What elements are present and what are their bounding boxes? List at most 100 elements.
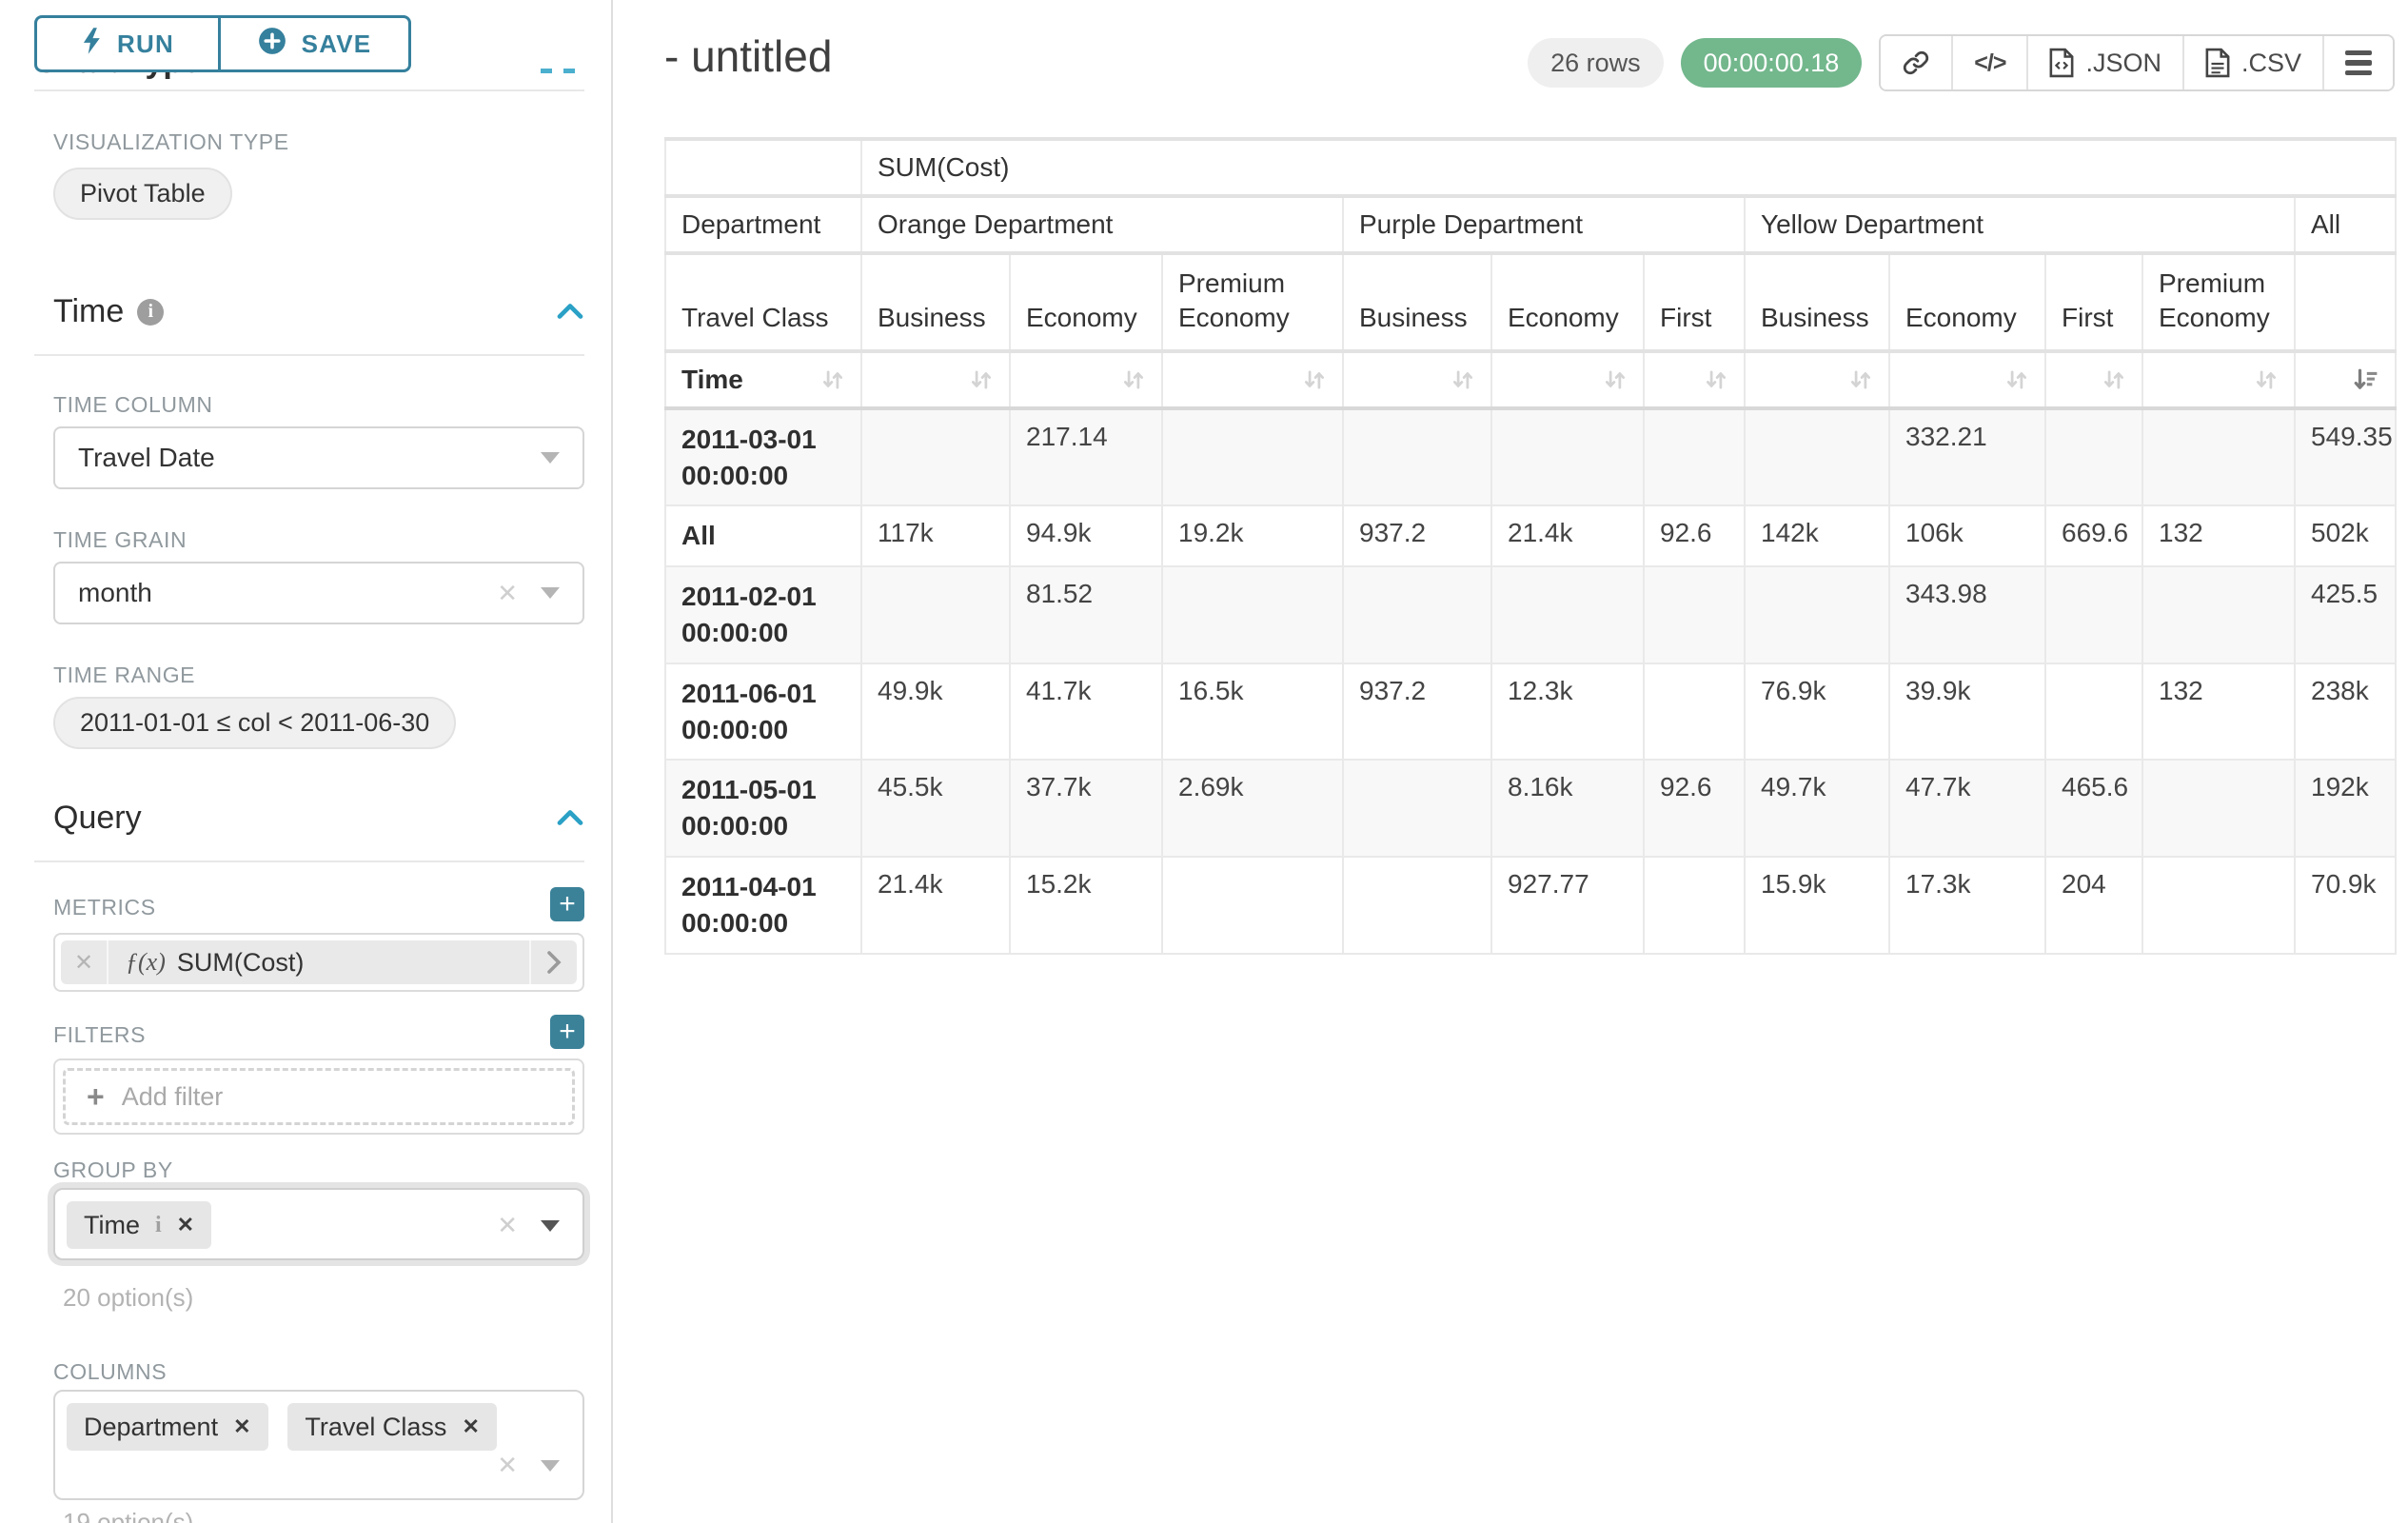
scrolled-chevron-fragment — [541, 69, 552, 73]
table-cell: 76.9k — [1744, 662, 1890, 762]
table-cell: 17.3k — [1888, 855, 2046, 955]
section-divider — [34, 354, 584, 356]
sort-header-cell — [1342, 349, 1492, 409]
code-icon: </> — [1974, 49, 2006, 76]
metrics-label: METRICS — [53, 895, 156, 920]
viz-type-row: Pivot Table — [53, 168, 584, 220]
table-cell: 332.21 — [1888, 406, 2046, 507]
view-query-button[interactable]: </> — [1953, 36, 2029, 89]
viz-type-label: VISUALIZATION TYPE — [53, 129, 289, 154]
clear-icon[interactable]: ✕ — [497, 1211, 518, 1239]
sort-icon[interactable] — [969, 367, 994, 392]
table-cell: 12.3k — [1490, 662, 1645, 762]
sort-icon[interactable] — [2254, 367, 2279, 392]
table-cell — [1490, 406, 1645, 507]
table-cell: 2.69k — [1161, 759, 1344, 858]
file-text-icon — [2205, 48, 2230, 78]
sort-header-row: Time — [664, 349, 2398, 409]
clear-icon[interactable]: ✕ — [497, 1451, 518, 1479]
remove-chip-icon[interactable]: ✕ — [233, 1414, 251, 1438]
pivot-table-container: SUM(Cost) Department Orange Department Purp… — [664, 137, 2398, 955]
columns-options-hint: 19 option(s) — [63, 1508, 194, 1523]
column-group-header: Yellow Department — [1744, 195, 2296, 254]
sort-icon[interactable] — [1704, 367, 1728, 392]
section-divider — [34, 860, 584, 862]
export-csv-button[interactable]: .CSV — [2183, 36, 2324, 89]
table-cell: 117k — [860, 504, 1011, 568]
metric-pill[interactable]: ✕ ƒ(x) SUM(Cost) — [61, 940, 577, 984]
chevron-up-icon[interactable] — [556, 293, 584, 330]
chevron-up-icon[interactable] — [556, 800, 584, 837]
table-row: 2011-03-01 00:00:00 217.14 332.21 549.35 — [664, 406, 2398, 507]
query-section-header[interactable]: Query — [53, 800, 584, 837]
add-filter-button[interactable]: + Add filter — [63, 1068, 575, 1125]
time-grain-select[interactable]: month ✕ — [53, 562, 584, 624]
table-cell — [1342, 406, 1492, 507]
sort-icon[interactable] — [2102, 367, 2126, 392]
table-cell: 16.5k — [1161, 662, 1344, 762]
menu-button[interactable] — [2324, 36, 2393, 89]
filters-label: FILTERS — [53, 1022, 147, 1047]
table-cell: 937.2 — [1342, 662, 1492, 762]
column-header: Premium Economy — [2142, 251, 2296, 352]
viz-type-pill[interactable]: Pivot Table — [53, 168, 232, 220]
column-header: Economy — [1490, 251, 1645, 352]
sort-icon[interactable] — [1848, 367, 1873, 392]
save-button[interactable]: SAVE — [221, 15, 411, 72]
remove-chip-icon[interactable]: ✕ — [462, 1414, 480, 1438]
time-range-row: 2011-01-01 ≤ col < 2011-06-30 — [53, 697, 584, 749]
row-header: 2011-03-01 00:00:00 — [664, 406, 862, 507]
remove-chip-icon[interactable]: ✕ — [176, 1213, 195, 1236]
table-cell: 37.7k — [1009, 759, 1163, 858]
table-cell: 21.4k — [1490, 504, 1645, 568]
table-cell: 217.14 — [1009, 406, 1163, 507]
group-by-chip: Time i ✕ — [67, 1201, 212, 1249]
column-group-header: Purple Department — [1342, 195, 1746, 254]
column-header: Business — [1342, 251, 1492, 352]
metric-name: SUM(Cost) — [176, 947, 305, 977]
sort-icon[interactable] — [1451, 367, 1475, 392]
run-button[interactable]: RUN — [34, 15, 221, 72]
sort-desc-icon[interactable] — [2353, 367, 2379, 392]
control-panel-sidebar: Chart Type RUN SAVE VISUALIZATION TYPE P… — [0, 0, 613, 1523]
table-cell: 937.2 — [1342, 504, 1492, 568]
table-cell: 204 — [2044, 855, 2143, 955]
time-range-pill[interactable]: 2011-01-01 ≤ col < 2011-06-30 — [53, 697, 457, 749]
travel-class-header-row: Travel Class Business Economy Premium Econo… — [664, 251, 2398, 352]
table-row: All 117k 94.9k 19.2k 937.2 21.4k 92.6 142k 106k 6… — [664, 504, 2398, 568]
columns-select[interactable]: Department ✕ Travel Class ✕ ✕ — [53, 1390, 584, 1500]
table-cell: 927.77 — [1490, 855, 1645, 955]
table-cell: 94.9k — [1009, 504, 1163, 568]
table-cell: 132 — [2142, 504, 2296, 568]
table-row: 2011-06-01 00:00:00 49.9k 41.7k 16.5k 937.2 1… — [664, 662, 2398, 762]
row-dimension-label: Travel Class — [664, 251, 862, 352]
time-column-select[interactable]: Travel Date — [53, 426, 584, 489]
time-section-header[interactable]: Time i — [53, 293, 584, 330]
add-metric-button[interactable]: + — [550, 887, 584, 921]
table-cell: 549.35 — [2293, 406, 2398, 507]
group-by-select[interactable]: Time i ✕ ✕ — [53, 1188, 584, 1260]
link-icon — [1904, 50, 1929, 75]
table-cell — [2142, 855, 2296, 955]
clear-icon[interactable]: ✕ — [497, 578, 518, 607]
remove-metric-icon[interactable]: ✕ — [61, 940, 109, 984]
table-row: 2011-05-01 00:00:00 45.5k 37.7k 2.69k 8.16k 9… — [664, 759, 2398, 858]
column-header: Business — [1744, 251, 1890, 352]
table-row: 2011-02-01 00:00:00 81.52 343.98 425.5 — [664, 565, 2398, 664]
sort-icon[interactable] — [1302, 367, 1327, 392]
sort-icon[interactable] — [2004, 367, 2029, 392]
share-link-button[interactable] — [1881, 36, 1954, 89]
add-filter-plus-button[interactable]: + — [550, 1015, 584, 1049]
sort-header-cell — [1643, 349, 1746, 409]
table-cell — [2044, 662, 2143, 762]
table-cell: 70.9k — [2293, 855, 2398, 955]
table-cell — [1643, 565, 1746, 664]
table-cell — [1342, 759, 1492, 858]
sort-icon[interactable] — [820, 367, 845, 392]
table-cell — [1643, 855, 1746, 955]
sort-icon[interactable] — [1121, 367, 1146, 392]
sort-icon[interactable] — [1603, 367, 1628, 392]
export-json-button[interactable]: .JSON — [2028, 36, 2184, 89]
chevron-right-icon[interactable] — [529, 940, 577, 984]
